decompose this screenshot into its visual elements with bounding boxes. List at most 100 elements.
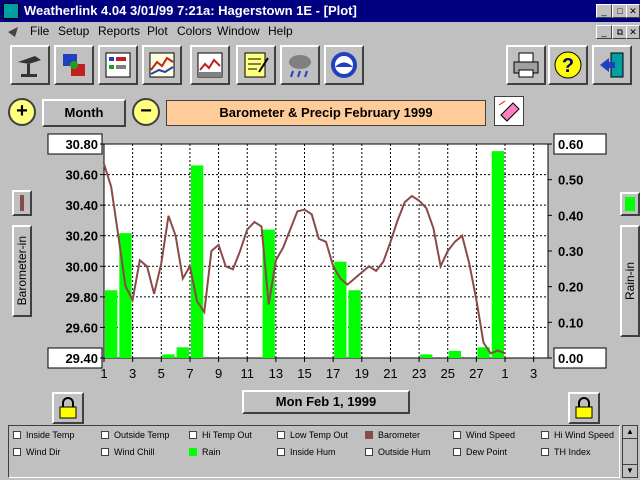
legend-checkbox[interactable]	[13, 431, 21, 439]
app-icon[interactable]	[3, 3, 19, 19]
menu-plot[interactable]: Plot	[147, 24, 168, 38]
legend-checkbox[interactable]	[101, 448, 109, 456]
exit-button[interactable]	[592, 45, 632, 85]
legend-checkbox[interactable]	[277, 431, 285, 439]
left-tick-label: 30.60	[65, 168, 98, 183]
document-icon[interactable]	[6, 25, 20, 39]
legend-checkbox[interactable]	[541, 431, 549, 439]
zoom-in-button[interactable]: +	[8, 98, 36, 126]
legend-checkbox[interactable]	[365, 448, 373, 456]
legend-checkbox[interactable]	[189, 448, 197, 456]
scroll-up-icon[interactable]: ▲	[623, 426, 637, 439]
menu-setup[interactable]: Setup	[58, 24, 90, 38]
eraser-button[interactable]	[494, 96, 524, 126]
legend-item-low-temp-out[interactable]: Low Temp Out	[277, 430, 348, 440]
connect-button[interactable]	[54, 45, 94, 85]
print-button[interactable]	[506, 45, 546, 85]
legend-label: Inside Hum	[290, 447, 336, 457]
chart-title: Barometer & Precip February 1999	[166, 100, 486, 126]
right-tick-label: 0.10	[558, 315, 583, 330]
chart: 29.4029.6029.8030.0030.2030.4030.6030.80…	[47, 133, 607, 381]
rain-bar	[334, 261, 347, 358]
legend-checkbox[interactable]	[453, 431, 461, 439]
x-tick-label: 7	[186, 366, 193, 381]
minimize-button[interactable]: _	[596, 4, 612, 18]
legend-checkbox[interactable]	[453, 448, 461, 456]
lock-icon	[59, 397, 77, 419]
legend-item-inside-hum[interactable]: Inside Hum	[277, 447, 336, 457]
right-tick-label: 0.60	[558, 137, 583, 152]
plot-icon	[149, 52, 175, 78]
rain-bar	[491, 151, 505, 358]
legend-label: Wind Speed	[466, 430, 516, 440]
legend-item-barometer[interactable]: Barometer	[365, 430, 420, 440]
connect-icon	[63, 54, 85, 76]
legend-item-dew-point[interactable]: Dew Point	[453, 447, 507, 457]
date-button[interactable]: Mon Feb 1, 1999	[242, 390, 410, 414]
legend-checkbox[interactable]	[277, 448, 285, 456]
plot-button[interactable]	[142, 45, 182, 85]
right-series-color-button[interactable]	[620, 192, 640, 216]
legend-checkbox[interactable]	[365, 431, 373, 439]
right-tick-label: 0.30	[558, 244, 583, 259]
left-tick-label: 30.40	[65, 198, 98, 213]
help-icon: ?	[554, 51, 582, 79]
right-tick-box	[553, 133, 607, 155]
rain-bar	[162, 354, 175, 358]
left-series-color-button[interactable]	[12, 190, 32, 216]
rain-bar	[348, 290, 361, 358]
rain-bar	[448, 350, 462, 358]
legend-item-outside-temp[interactable]: Outside Temp	[101, 430, 169, 440]
legend-item-outside-hum[interactable]: Outside Hum	[365, 447, 431, 457]
doc-close-button[interactable]: ✕	[626, 25, 640, 39]
scroll-down-icon[interactable]: ▼	[623, 464, 637, 477]
legend-label: Outside Hum	[378, 447, 431, 457]
x-tick-label: 27	[469, 366, 483, 381]
noaa-button[interactable]	[324, 45, 364, 85]
legend-item-wind-dir[interactable]: Wind Dir	[13, 447, 61, 457]
zoom-out-button[interactable]: −	[132, 98, 160, 126]
summary-button[interactable]	[98, 45, 138, 85]
noaa-icon	[331, 52, 357, 78]
help-button[interactable]: ?	[548, 45, 588, 85]
period-button[interactable]: Month	[42, 99, 126, 127]
legend-item-hi-wind-speed[interactable]: Hi Wind Speed	[541, 430, 614, 440]
right-tick-label: 0.40	[558, 208, 583, 223]
right-lock-button[interactable]	[568, 392, 600, 424]
doc-minimize-button[interactable]: _	[596, 25, 612, 39]
remote-button[interactable]	[10, 45, 50, 85]
legend-scrollbar[interactable]: ▲ ▼	[622, 425, 638, 478]
menu-file[interactable]: File	[30, 24, 50, 38]
legend-checkbox[interactable]	[541, 448, 549, 456]
legend-item-wind-speed[interactable]: Wind Speed	[453, 430, 515, 440]
left-axis-button[interactable]: Barometer-in	[12, 225, 32, 317]
menu-window[interactable]: Window	[217, 24, 260, 38]
rain-bar	[190, 165, 204, 358]
menu-colors[interactable]: Colors	[177, 24, 212, 38]
legend-item-inside-temp[interactable]: Inside Temp	[13, 430, 74, 440]
left-lock-button[interactable]	[52, 392, 84, 424]
legend-checkbox[interactable]	[189, 431, 197, 439]
weather-button[interactable]	[280, 45, 320, 85]
barometer-swatch	[20, 195, 24, 211]
x-tick-label: 1	[100, 366, 107, 381]
rain-bar	[176, 347, 189, 358]
legend-item-wind-chill[interactable]: Wind Chill	[101, 447, 155, 457]
notes-button[interactable]	[236, 45, 276, 85]
rain-bar	[477, 347, 490, 358]
exit-icon	[600, 52, 624, 78]
strip-chart-button[interactable]	[190, 45, 230, 85]
eraser-icon	[498, 100, 520, 122]
legend-item-rain[interactable]: Rain	[189, 447, 221, 457]
x-tick-label: 11	[240, 366, 254, 381]
legend-checkbox[interactable]	[13, 448, 21, 456]
legend-item-hi-temp-out[interactable]: Hi Temp Out	[189, 430, 252, 440]
legend-item-th-index[interactable]: TH Index	[541, 447, 591, 457]
menu-help[interactable]: Help	[268, 24, 293, 38]
legend-checkbox[interactable]	[101, 431, 109, 439]
menu-reports[interactable]: Reports	[98, 24, 141, 38]
x-tick-label: 9	[215, 366, 222, 381]
printer-icon	[513, 52, 539, 78]
close-button[interactable]: ✕	[626, 4, 640, 18]
right-axis-button[interactable]: Rain-in	[620, 225, 640, 337]
